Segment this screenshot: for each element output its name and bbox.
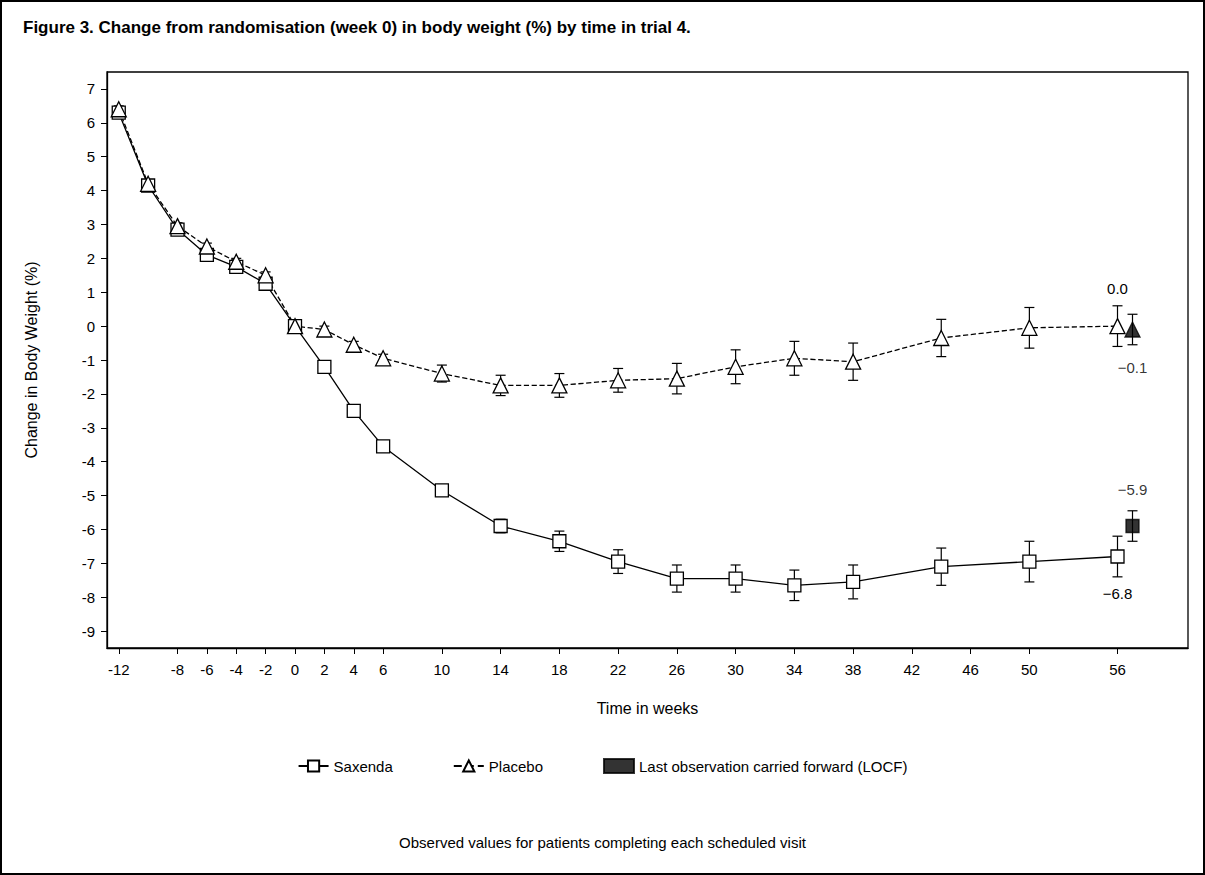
svg-text:10: 10: [434, 661, 451, 678]
svg-text:−6.8: −6.8: [1103, 585, 1133, 602]
svg-text:14: 14: [492, 661, 509, 678]
svg-text:Last observation carried forwa: Last observation carried forward (LOCF): [639, 758, 907, 775]
svg-text:-9: -9: [82, 623, 95, 640]
svg-text:-3: -3: [82, 419, 95, 436]
svg-text:-2: -2: [259, 661, 272, 678]
svg-text:-4: -4: [230, 661, 243, 678]
svg-text:4: 4: [87, 182, 95, 199]
svg-text:4: 4: [350, 661, 358, 678]
svg-text:6: 6: [87, 114, 95, 131]
svg-text:-4: -4: [82, 453, 95, 470]
svg-text:−5.9: −5.9: [1118, 481, 1148, 498]
svg-text:0: 0: [291, 661, 299, 678]
svg-text:22: 22: [610, 661, 627, 678]
svg-text:-8: -8: [82, 589, 95, 606]
svg-text:56: 56: [1109, 661, 1126, 678]
svg-text:-6: -6: [82, 521, 95, 538]
svg-text:Time in weeks: Time in weeks: [597, 700, 699, 717]
svg-text:-2: -2: [82, 385, 95, 402]
svg-text:3: 3: [87, 216, 95, 233]
svg-text:2: 2: [320, 661, 328, 678]
svg-text:-8: -8: [171, 661, 184, 678]
svg-text:Observed values for patients c: Observed values for patients completing …: [399, 834, 807, 851]
svg-text:-5: -5: [82, 487, 95, 504]
svg-text:-6: -6: [200, 661, 213, 678]
svg-text:Saxenda: Saxenda: [334, 758, 394, 775]
svg-text:Change in Body Weight (%): Change in Body Weight (%): [23, 261, 40, 458]
svg-text:-7: -7: [82, 555, 95, 572]
svg-text:30: 30: [727, 661, 744, 678]
svg-text:38: 38: [845, 661, 862, 678]
svg-text:-12: -12: [108, 661, 130, 678]
svg-text:7: 7: [87, 80, 95, 97]
svg-text:42: 42: [904, 661, 921, 678]
svg-text:-1: -1: [82, 352, 95, 369]
svg-text:0: 0: [87, 318, 95, 335]
svg-text:2: 2: [87, 250, 95, 267]
svg-text:Placebo: Placebo: [489, 758, 543, 775]
svg-text:0.0: 0.0: [1107, 280, 1128, 297]
svg-text:Figure 3. Change from randomis: Figure 3. Change from randomisation (wee…: [23, 18, 691, 37]
svg-text:26: 26: [669, 661, 686, 678]
svg-text:46: 46: [962, 661, 979, 678]
svg-text:5: 5: [87, 148, 95, 165]
svg-text:6: 6: [379, 661, 387, 678]
svg-text:50: 50: [1021, 661, 1038, 678]
svg-text:1: 1: [87, 284, 95, 301]
svg-text:−0.1: −0.1: [1118, 359, 1148, 376]
svg-text:34: 34: [786, 661, 803, 678]
svg-text:18: 18: [551, 661, 568, 678]
